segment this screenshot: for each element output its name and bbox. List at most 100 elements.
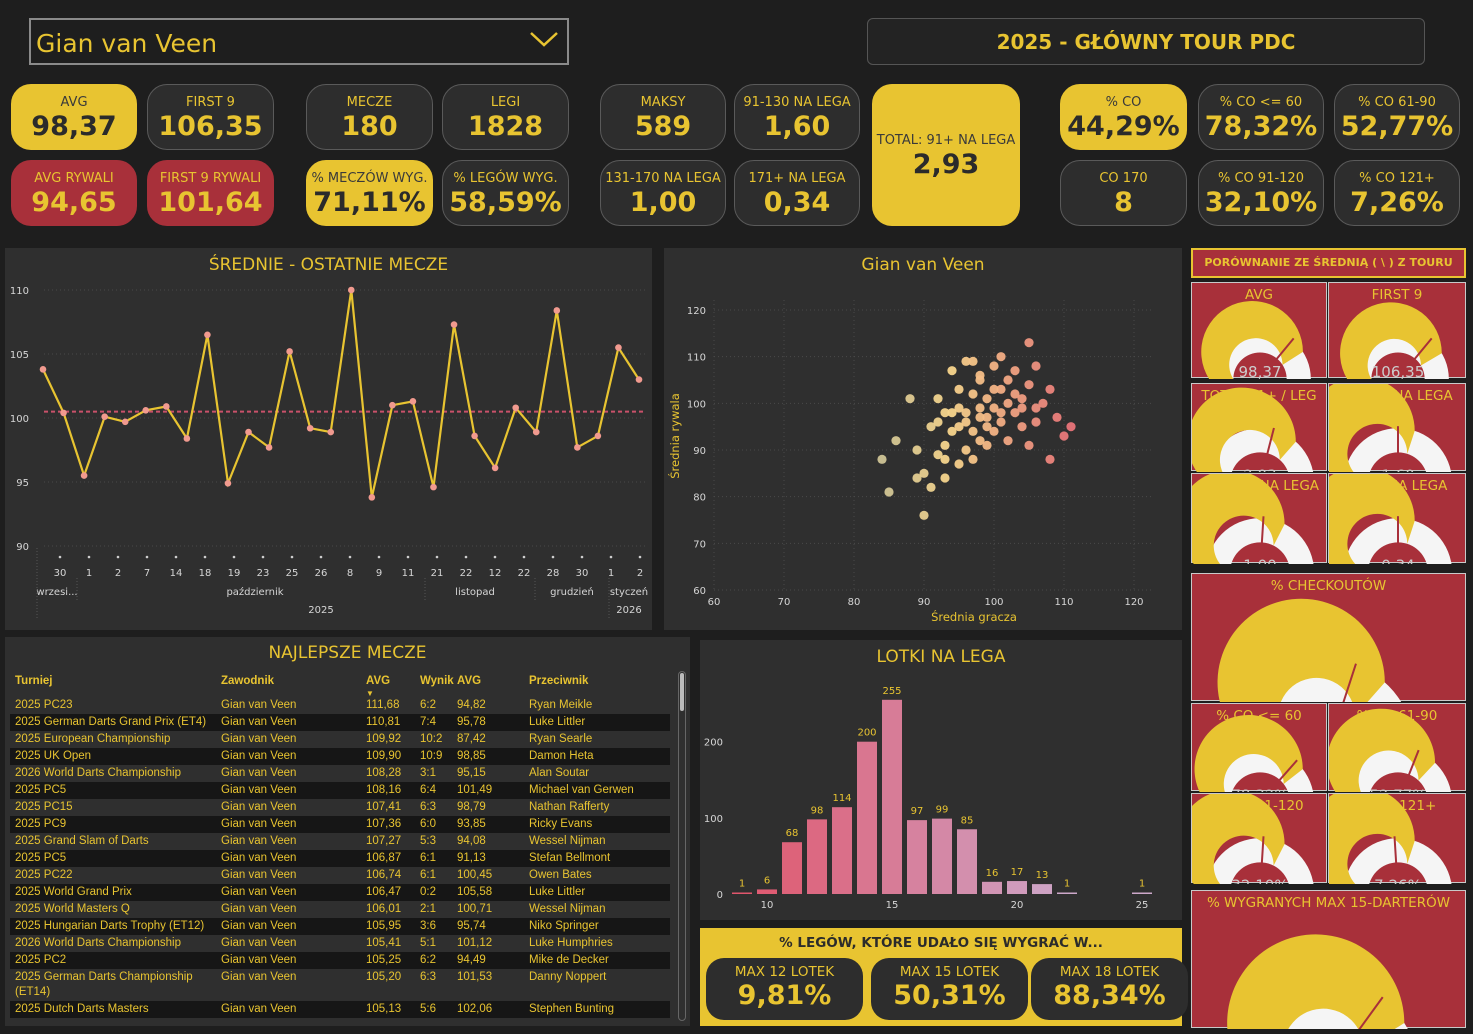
gauge-graphic: 1,60 bbox=[1329, 384, 1452, 472]
x-day-label: 22 bbox=[518, 568, 531, 579]
bar-value-label: 98 bbox=[811, 805, 824, 816]
table-cell: Damon Heta bbox=[529, 750, 594, 762]
y-tick-label: 90 bbox=[16, 542, 29, 553]
table-row[interactable]: 2025 UK Open Gian van Veen 109,90 10:9 98,85… bbox=[10, 748, 670, 765]
bar-value-label: 255 bbox=[882, 686, 901, 697]
table-cell: Stefan Bellmont bbox=[529, 852, 611, 864]
table-scrollbar[interactable] bbox=[678, 671, 686, 1021]
table-row[interactable]: 2025 Hungarian Darts Trophy (ET12) Gian v… bbox=[10, 918, 670, 935]
timeline-dot bbox=[116, 555, 120, 559]
avg-point bbox=[409, 398, 417, 405]
header-player[interactable]: Zawodnik bbox=[221, 675, 275, 687]
scatter-point bbox=[1066, 422, 1076, 432]
header-opp-avg[interactable]: AVG bbox=[457, 675, 482, 687]
scatter-point bbox=[982, 440, 992, 450]
table-cell: 101,12 bbox=[457, 937, 493, 949]
table-cell: 109,92 bbox=[366, 733, 402, 745]
header-tournament[interactable]: Turniej bbox=[15, 675, 53, 687]
scatter-point bbox=[1031, 403, 1041, 413]
table-row[interactable]: 2025 PC22 Gian van Veen 106,74 6:1 100,45 Owe… bbox=[10, 867, 670, 884]
header-opponent[interactable]: Przeciwnik bbox=[529, 675, 589, 687]
scatter-point bbox=[1038, 398, 1048, 408]
x-day-label: 23 bbox=[257, 568, 270, 579]
gauge-value: 2,93 bbox=[1243, 466, 1276, 472]
table-cell: 107,27 bbox=[366, 835, 402, 847]
kpi-label: FIRST 9 bbox=[186, 95, 235, 110]
x-year-label: 2026 bbox=[616, 605, 641, 616]
kpi-value: 0,34 bbox=[763, 187, 831, 218]
timeline-dot bbox=[232, 555, 236, 559]
kpi-value: 71,11% bbox=[313, 187, 426, 218]
gauge-fill bbox=[1192, 387, 1296, 472]
scatter-point bbox=[954, 422, 964, 432]
x-tick-label: 25 bbox=[1136, 900, 1149, 911]
win-card-value: 88,34% bbox=[1053, 980, 1166, 1011]
scatter-point bbox=[961, 408, 971, 418]
header-score[interactable]: Wynik bbox=[420, 675, 454, 687]
avg-chart-series bbox=[39, 286, 643, 501]
table-cell: 106,87 bbox=[366, 852, 402, 864]
table-cell: Gian van Veen bbox=[221, 767, 297, 779]
scatter-point bbox=[1024, 440, 1034, 450]
gauge-value: 32,10% bbox=[1231, 876, 1288, 884]
table-row[interactable]: 2025 PC9 Gian van Veen 107,36 6:0 93,85 Ricky… bbox=[10, 816, 670, 833]
table-row[interactable]: 2025 PC15 Gian van Veen 107,41 6:3 98,79 Nath… bbox=[10, 799, 670, 816]
best-matches-table: Turniej Zawodnik AVG ▼ Wynik AVG Przeciw… bbox=[10, 675, 670, 1018]
table-cell: 91,13 bbox=[457, 852, 486, 864]
scatter-point bbox=[912, 473, 922, 483]
x-day-label: 18 bbox=[199, 568, 212, 579]
gauge-track bbox=[1344, 838, 1452, 884]
table-cell: 105,58 bbox=[457, 886, 493, 898]
scrollbar-thumb[interactable] bbox=[680, 673, 684, 711]
table-cell: 6:4 bbox=[420, 784, 436, 796]
x-day-label: 30 bbox=[54, 568, 67, 579]
kpi-label: AVG bbox=[60, 95, 88, 110]
table-row[interactable]: 2025 Grand Slam of Darts Gian van Veen 107… bbox=[10, 833, 670, 850]
table-row[interactable]: 2025 PC5 Gian van Veen 106,87 6:1 91,13 Stefa… bbox=[10, 850, 670, 867]
kpi-value: 7,26% bbox=[1350, 187, 1444, 218]
table-cell: (ET14) bbox=[15, 986, 51, 998]
kpi-label: MECZE bbox=[346, 95, 393, 110]
scatter-point bbox=[1010, 366, 1020, 376]
gauge-graphic: 98,37 bbox=[1201, 301, 1311, 379]
table-row[interactable]: 2025 PC23 Gian van Veen 111,68 6:2 94,82 Ryan… bbox=[10, 697, 670, 714]
table-row[interactable]: 2025 World Masters Q Gian van Veen 106,01 2… bbox=[10, 901, 670, 918]
darts-bar bbox=[982, 881, 1002, 894]
table-cell: Michael van Gerwen bbox=[529, 784, 634, 796]
chevron-down-icon[interactable] bbox=[529, 29, 559, 49]
table-row[interactable]: 2025 Dutch Darts Masters Gian van Veen 105… bbox=[10, 1001, 670, 1018]
scatter-point bbox=[940, 473, 950, 483]
avg-point bbox=[553, 307, 561, 314]
gauge-fill bbox=[1217, 598, 1385, 702]
header-avg[interactable]: AVG bbox=[366, 675, 391, 687]
table-row[interactable]: 2025 German Darts Grand Prix (ET4) Gian v… bbox=[10, 714, 670, 731]
y-tick-label: 120 bbox=[687, 306, 706, 317]
timeline-dot bbox=[319, 555, 323, 559]
table-row[interactable]: 2025 European Championship Gian van Veen 1… bbox=[10, 731, 670, 748]
avg-point bbox=[347, 286, 355, 294]
x-month-label: grudzień bbox=[550, 586, 594, 598]
x-tick-label: 60 bbox=[708, 597, 721, 608]
timeline-dot bbox=[551, 555, 555, 559]
table-row[interactable]: 2025 PC2 Gian van Veen 105,25 6:2 94,49 Mike … bbox=[10, 952, 670, 969]
table-row[interactable]: 2025 PC5 Gian van Veen 108,16 6:4 101,49 Mich… bbox=[10, 782, 670, 799]
bar-value-label: 17 bbox=[1011, 867, 1024, 878]
gauge-target-marker bbox=[1393, 836, 1398, 865]
x-day-label: 8 bbox=[347, 568, 353, 579]
table-row[interactable]: 2025 German Darts Championship Gian van V… bbox=[10, 969, 670, 1001]
bar-value-label: 68 bbox=[786, 828, 799, 839]
table-row[interactable]: 2026 World Darts Championship Gian van Ve… bbox=[10, 765, 670, 782]
x-tick-label: 20 bbox=[1011, 900, 1024, 911]
scatter-points bbox=[877, 338, 1076, 520]
table-row[interactable]: 2025 World Grand Prix Gian van Veen 106,47… bbox=[10, 884, 670, 901]
player-select[interactable]: Gian van Veen bbox=[29, 18, 569, 65]
table-row[interactable]: 2026 World Darts Championship Gian van Ve… bbox=[10, 935, 670, 952]
gauge-fill bbox=[1192, 794, 1285, 884]
avg-series-line bbox=[42, 289, 640, 498]
table-cell: Alan Soutar bbox=[529, 767, 590, 779]
kpi-value: 98,37 bbox=[31, 111, 117, 142]
